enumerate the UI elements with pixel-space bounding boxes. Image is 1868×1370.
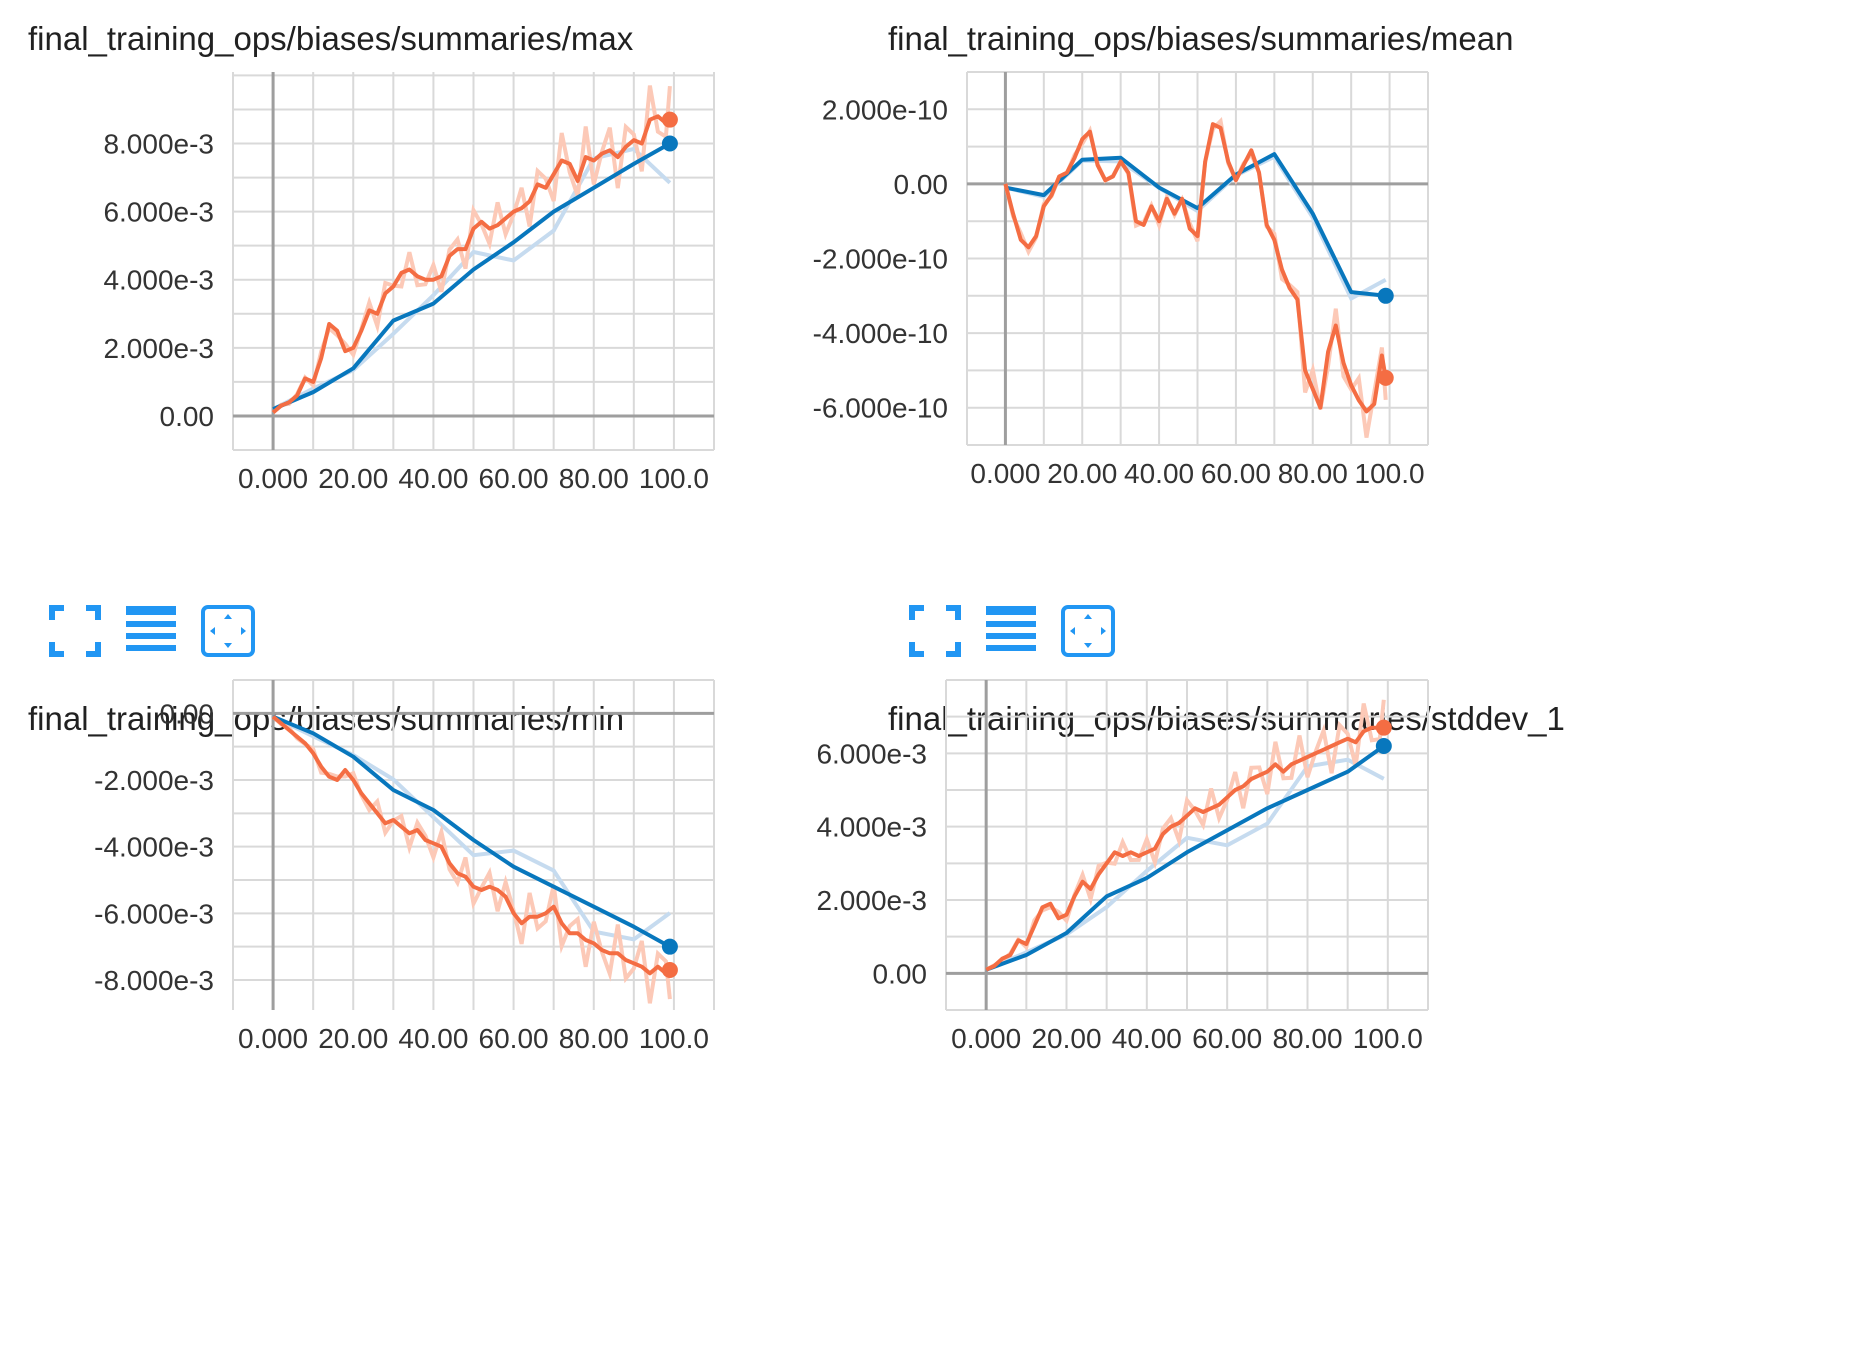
y-tick-label: 0.00 — [160, 401, 215, 432]
fullscreen-icon — [909, 605, 961, 657]
chart-plot-max[interactable]: 0.00 2.000e-3 4.000e-3 6.000e-3 8.000e-3 0.00… — [0, 0, 880, 600]
series-line-blue[interactable] — [272, 714, 671, 949]
series-line-blue[interactable] — [985, 744, 1385, 972]
x-tick-label: 100.0 — [639, 1023, 709, 1054]
y-tick-label: -4.000e-3 — [94, 832, 214, 863]
chart-title: final_training_ops/biases/summaries/min — [28, 700, 625, 737]
series-end-point-orange[interactable] — [1375, 719, 1392, 736]
x-tick-label: 60.00 — [479, 1023, 549, 1054]
y-tick-label: 4.000e-3 — [816, 812, 927, 843]
y-tick-label: 2.000e-10 — [822, 94, 948, 125]
x-tick-label: 40.00 — [398, 463, 468, 494]
x-tick-label: 0.000 — [238, 463, 308, 494]
y-tick-label: -2.000e-3 — [94, 765, 214, 796]
chart-card-stddev: final_training_ops/biases/summaries/stdd… — [816, 679, 1740, 1370]
x-tick-label: 60.00 — [1201, 458, 1271, 489]
chart-plot-stddev[interactable]: 0.00 2.000e-3 4.000e-3 6.000e-3 0.000 20.00 40… — [816, 679, 1740, 1280]
series-line-blue[interactable] — [272, 141, 671, 411]
x-tick-label: 80.00 — [1272, 1023, 1342, 1054]
fullscreen-icon — [49, 605, 101, 657]
series-end-point-orange[interactable] — [661, 111, 678, 128]
y-tick-label: -2.000e-10 — [813, 244, 948, 275]
chart-card-max: final_training_ops/biases/summaries/max … — [0, 0, 880, 690]
x-tick-label: 20.00 — [1047, 458, 1117, 489]
x-tick-label: 40.00 — [398, 1023, 468, 1054]
x-tick-label: 0.000 — [951, 1023, 1021, 1054]
y-tick-label: -8.000e-3 — [94, 965, 214, 996]
y-tick-label: 6.000e-3 — [816, 738, 927, 769]
toggle-log-scale-button[interactable] — [984, 604, 1038, 658]
x-tick-label: 80.00 — [559, 1023, 629, 1054]
list-icon — [986, 606, 1036, 651]
toggle-log-scale-button[interactable] — [124, 604, 178, 658]
list-icon — [126, 606, 176, 651]
series-line-orange[interactable] — [271, 114, 672, 415]
x-tick-label: 100.0 — [639, 463, 709, 494]
x-tick-label: 80.00 — [1278, 458, 1348, 489]
x-tick-label: 20.00 — [318, 1023, 388, 1054]
chart-plot-min[interactable]: -8.000e-3 -6.000e-3 -4.000e-3 -2.000e-3 0.00… — [0, 679, 880, 1280]
y-tick-label: -6.000e-3 — [94, 898, 214, 929]
series-end-point-blue[interactable] — [1375, 738, 1392, 754]
series-end-point-blue[interactable] — [661, 135, 678, 152]
x-tick-label: 60.00 — [1192, 1023, 1262, 1054]
series-raw-blue — [985, 757, 1385, 972]
y-tick-label: 0.00 — [894, 169, 949, 200]
chart-title: final_training_ops/biases/summaries/max — [28, 20, 634, 57]
chart-plot-mean[interactable]: -6.000e-10 -4.000e-10 -2.000e-10 0.00 2.000e… — [813, 0, 1740, 600]
series-raw-blue — [272, 714, 672, 942]
y-tick-label: 4.000e-3 — [103, 265, 214, 296]
series-line-orange[interactable] — [1003, 122, 1388, 414]
series-raw-orange — [1003, 117, 1388, 438]
y-tick-label: 8.000e-3 — [103, 129, 214, 160]
y-tick-label: 2.000e-3 — [816, 885, 927, 916]
x-tick-label: 80.00 — [559, 463, 629, 494]
fit-domain-icon — [1061, 605, 1115, 657]
series-raw-orange — [985, 699, 1386, 972]
series-raw-orange — [271, 85, 672, 414]
x-tick-label: 20.00 — [318, 463, 388, 494]
y-tick-label: 0.00 — [160, 698, 215, 729]
x-tick-label: 100.0 — [1355, 458, 1425, 489]
grid — [945, 679, 1429, 1011]
x-tick-label: 0.000 — [238, 1023, 308, 1054]
x-tick-label: 40.00 — [1112, 1023, 1182, 1054]
fullscreen-button[interactable] — [48, 604, 102, 658]
fit-domain-button[interactable] — [1060, 604, 1115, 658]
chart-card-mean: final_training_ops/biases/summaries/mean… — [813, 0, 1740, 690]
fit-domain-icon — [201, 605, 255, 657]
x-tick-label: 40.00 — [1124, 458, 1194, 489]
series-line-orange[interactable] — [271, 715, 672, 976]
chart-title: final_training_ops/biases/summaries/mean — [888, 20, 1514, 57]
chart-toolbar — [48, 604, 278, 657]
x-tick-label: 0.000 — [970, 458, 1040, 489]
chart-card-min: final_training_ops/biases/summaries/min … — [0, 679, 880, 1370]
x-tick-label: 20.00 — [1031, 1023, 1101, 1054]
series-raw-orange — [271, 715, 672, 1004]
fit-domain-button[interactable] — [200, 604, 255, 658]
x-tick-label: 60.00 — [479, 463, 549, 494]
y-tick-label: -4.000e-10 — [813, 318, 948, 349]
y-tick-label: 6.000e-3 — [103, 197, 214, 228]
series-end-point-orange[interactable] — [1377, 369, 1394, 386]
series-line-orange[interactable] — [985, 725, 1384, 972]
series-end-point-orange[interactable] — [661, 962, 678, 978]
fullscreen-button[interactable] — [908, 604, 962, 658]
chart-toolbar — [908, 604, 1138, 657]
y-tick-label: 0.00 — [873, 958, 928, 989]
y-tick-label: 2.000e-3 — [103, 333, 214, 364]
x-tick-label: 100.0 — [1353, 1023, 1423, 1054]
y-tick-label: -6.000e-10 — [813, 393, 948, 424]
series-end-point-blue[interactable] — [1377, 287, 1394, 304]
series-end-point-blue[interactable] — [661, 938, 678, 955]
